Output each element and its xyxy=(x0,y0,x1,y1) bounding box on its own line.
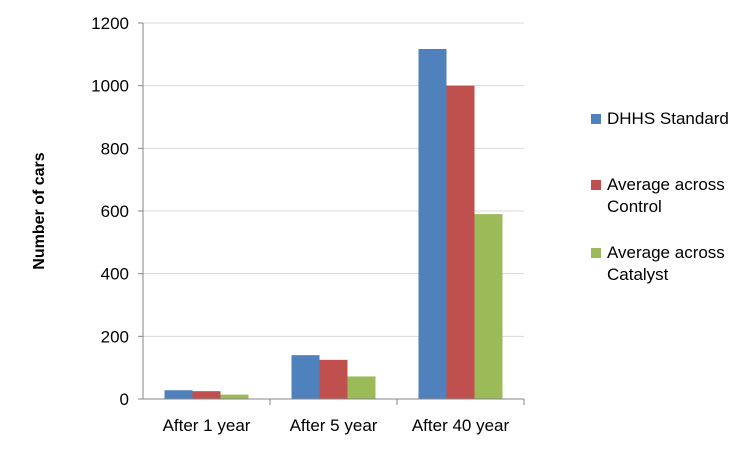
x-category-label: After 1 year xyxy=(163,416,251,435)
y-axis-title: Number of cars xyxy=(31,152,48,269)
bar xyxy=(319,359,348,399)
legend-label: Catalyst xyxy=(607,265,669,284)
y-tick-label: 800 xyxy=(101,139,129,158)
legend: DHHS Standard Average across Control Averag… xyxy=(591,109,729,284)
y-tick-label: 0 xyxy=(120,390,129,409)
legend-label: Average across xyxy=(607,243,725,262)
y-tick-label: 1200 xyxy=(91,14,129,33)
x-category-label: After 5 year xyxy=(290,416,378,435)
legend-swatch xyxy=(591,248,601,258)
bar xyxy=(164,390,193,399)
tick-labels: 0 200 400 600 800 1000 1200 After 1 year After 5… xyxy=(91,14,525,435)
bar xyxy=(474,214,503,399)
y-tick-label: 600 xyxy=(101,202,129,221)
y-tick-label: 200 xyxy=(101,327,129,346)
bar xyxy=(446,85,475,400)
legend-swatch xyxy=(591,180,601,190)
bar xyxy=(220,394,249,399)
legend-label: DHHS Standard xyxy=(607,109,729,128)
legend-swatch xyxy=(591,114,601,124)
bar xyxy=(291,355,320,399)
y-tick-label: 400 xyxy=(101,265,129,284)
bar xyxy=(418,49,447,400)
bar xyxy=(192,391,221,399)
bars xyxy=(164,49,503,400)
legend-label: Average across xyxy=(607,175,725,194)
y-tick-label: 1000 xyxy=(91,77,129,96)
bar xyxy=(347,376,376,399)
legend-label: Control xyxy=(607,197,662,216)
x-category-label: After 40 year xyxy=(412,416,510,435)
